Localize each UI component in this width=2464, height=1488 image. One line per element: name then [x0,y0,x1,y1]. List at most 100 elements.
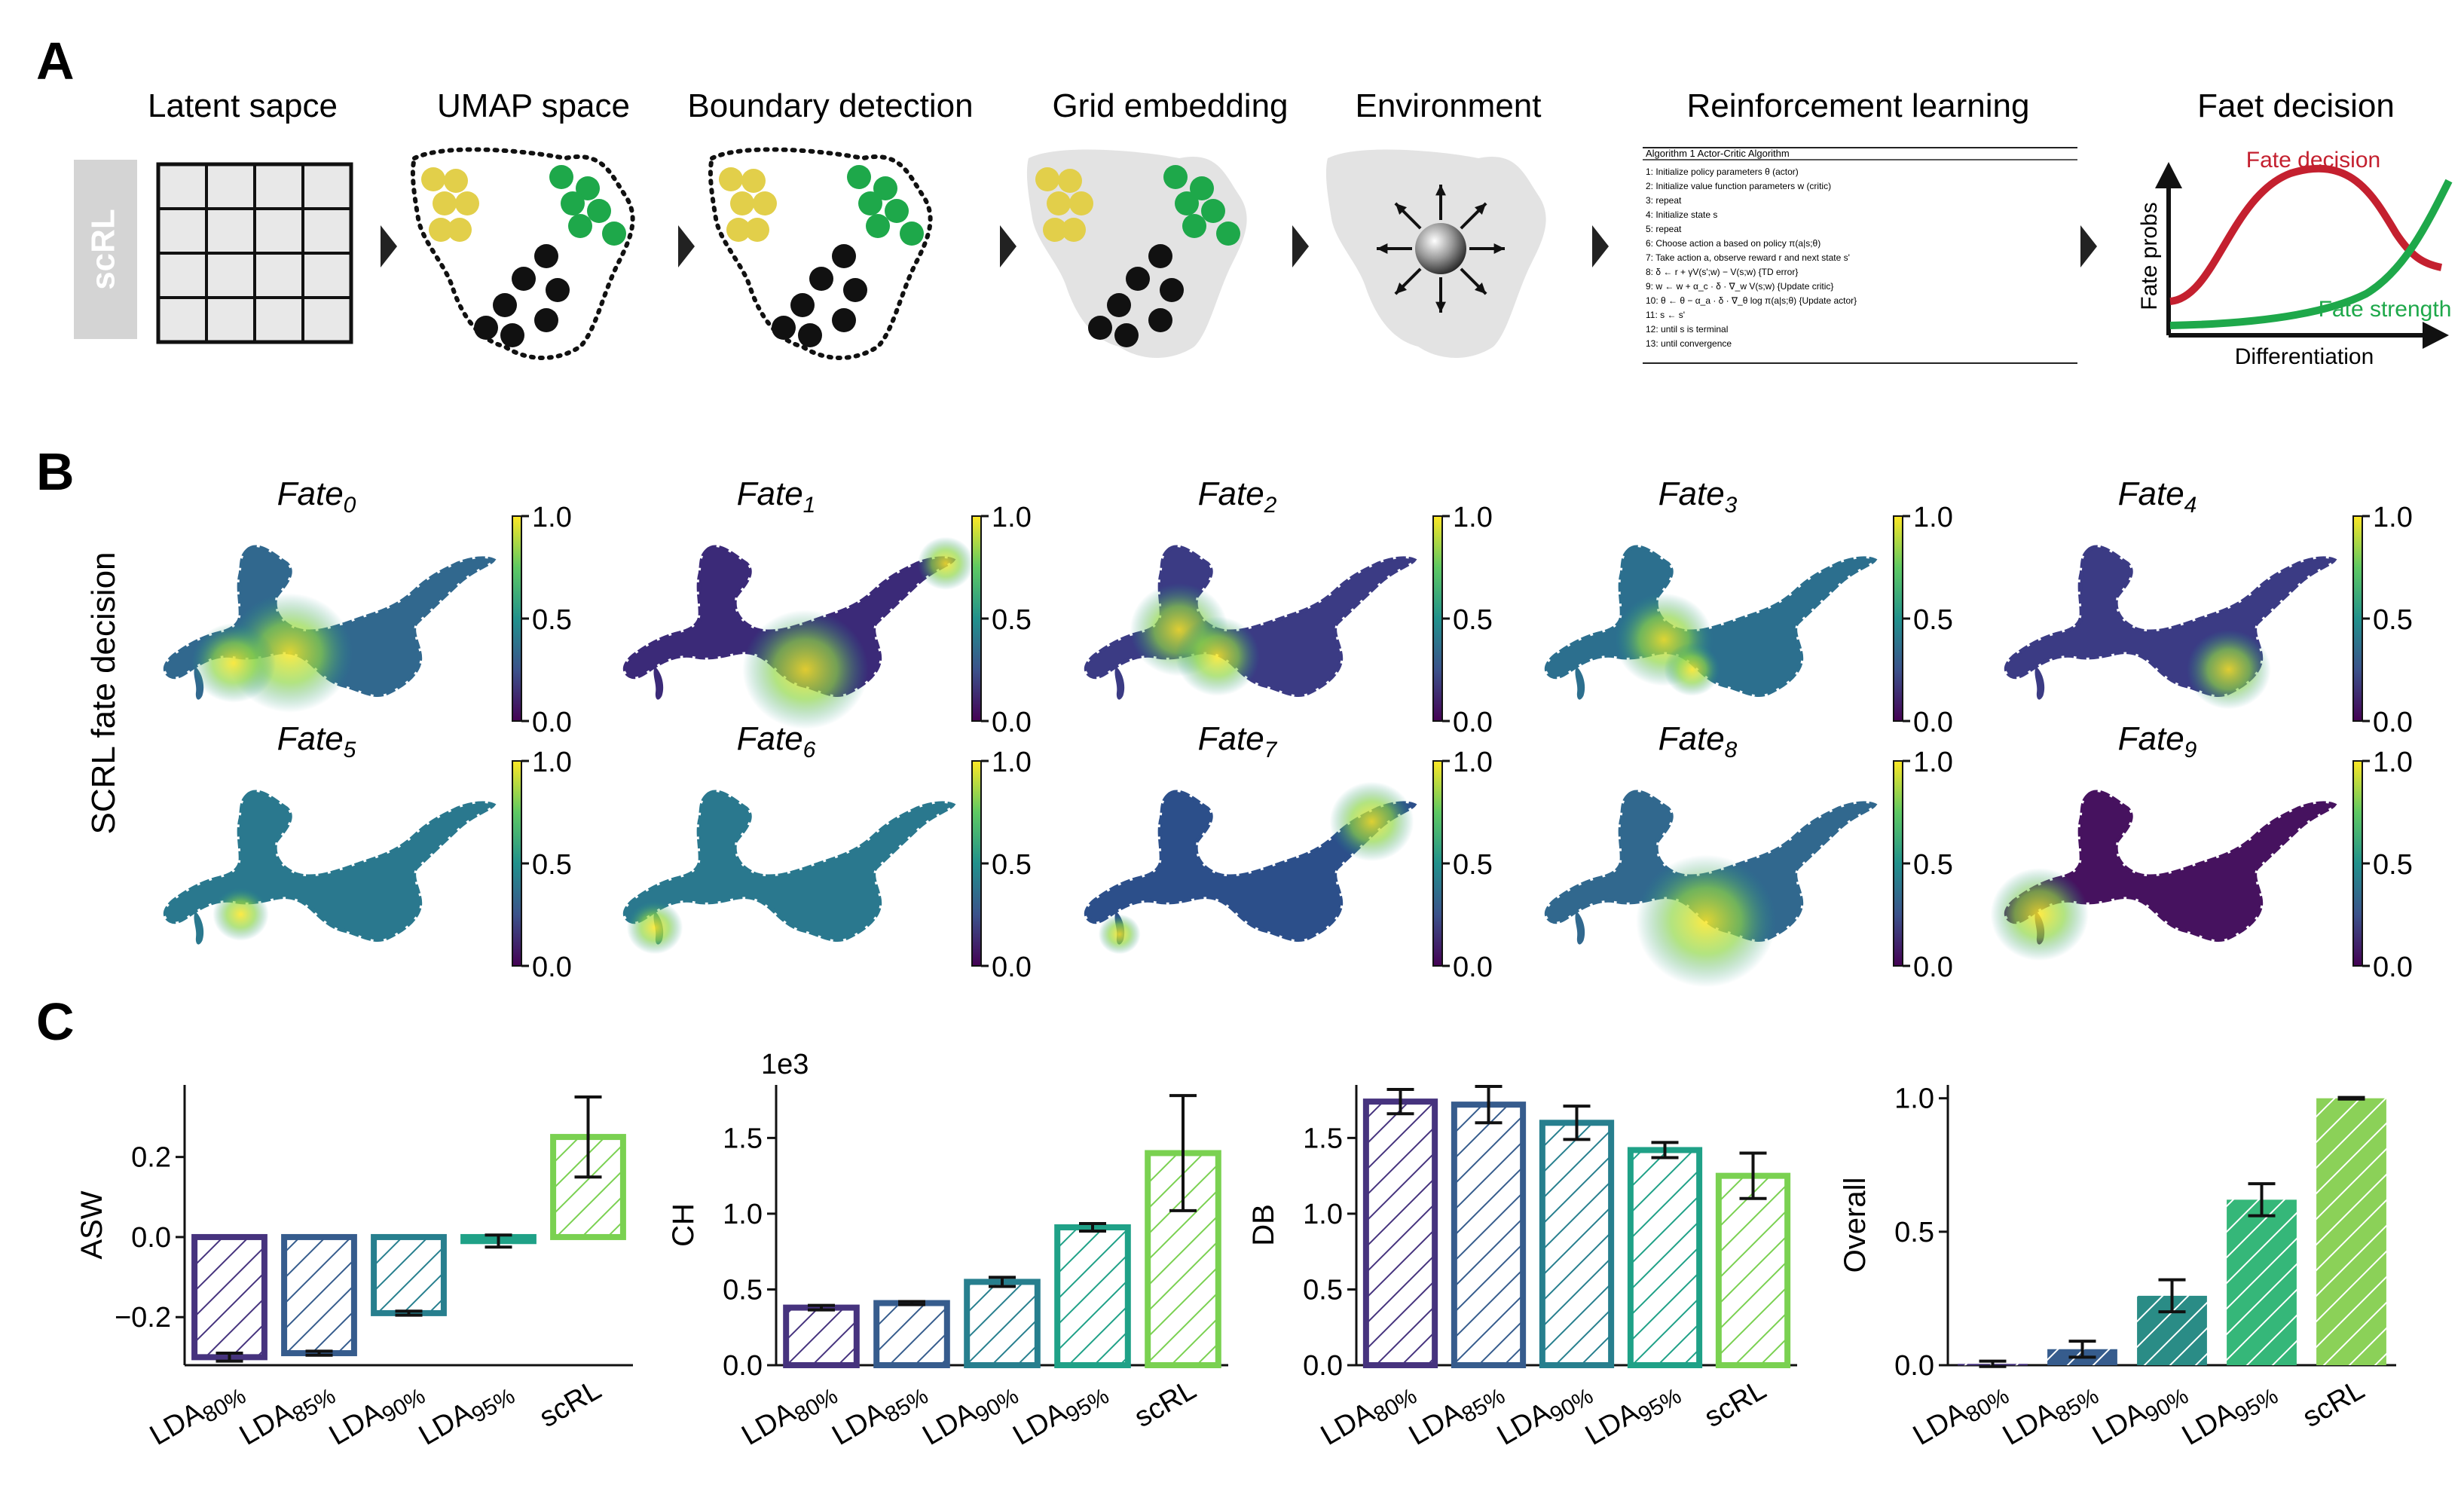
y-tick-label: 0.0 [1303,1350,1343,1382]
umap-embedding [2007,547,2334,710]
fate-hotspot [1329,781,1414,862]
flow-arrow-icon [2080,225,2097,267]
cell-dot [500,323,524,347]
cell-dot [512,267,536,291]
y-tick-label: 1.0 [1894,1083,1934,1115]
algo-title: Algorithm 1 Actor-Critic Algorithm [1646,148,1790,159]
colorbar [512,760,522,967]
cell-dot [421,167,445,191]
fate-title: Fate5 [277,720,356,762]
umap-tail [1114,666,1125,700]
cell-dot [587,199,611,223]
x-tick-label: LDA85% [234,1373,340,1456]
panel-label-c: C [36,992,75,1051]
cell-dot [873,176,897,200]
fate-title: Fate8 [1658,720,1738,762]
umap-subplot: Fate3 1.0 0.5 0.0 [1547,475,1953,738]
y-tick-label: 0.0 [131,1222,171,1254]
fate-hotspot [191,623,276,703]
cell-dot [1182,214,1206,238]
flow-arrow-icon [1000,225,1016,267]
bar-chart: 0.0 0.5 1.0 1.5 DB LDA80%LDA85%LDA90%LDA95% sc… [1247,1085,1797,1456]
bar [2316,1098,2386,1365]
algo-line: 7: Take action a, observe reward r and n… [1646,252,1850,263]
colorbar-tick-label: 0.0 [1453,952,1493,983]
bar [964,1279,1041,1368]
umap-ylabel: SCRL fate decision [85,552,122,834]
algo-line: 11: s ← s' [1646,310,1685,320]
y-tick-label: 0.5 [1303,1274,1343,1306]
cell-dot [726,218,751,242]
x-axis-arrow-icon [2423,322,2449,349]
axis-offset-label: 1e3 [761,1049,809,1080]
fate-hotspot [212,888,269,941]
algorithm-box: Algorithm 1 Actor-Critic Algorithm 1: Ini… [1643,147,2077,364]
arrowhead-icon [1377,243,1388,254]
cell-dot [1035,167,1059,191]
colorbar-tick-label: 1.0 [992,747,1032,778]
bar [1362,1098,1438,1368]
cell-dot [730,191,754,215]
x-tick-label: LDA90% [1492,1373,1597,1456]
bar-chart: 0.2 0.0 −0.2 ASW LDA80%LDA85%LDA90%LDA95% scR… [75,1085,633,1456]
fate-title: Fate4 [2118,475,2197,518]
fate-title: Fate2 [1198,475,1277,518]
cell-dot [1216,222,1240,246]
x-tick-label: LDA90% [2087,1373,2193,1456]
x-tick-label: LDA90% [324,1373,430,1456]
y-tick-label: 0.2 [131,1142,171,1174]
fate-hotspot [1098,914,1141,955]
algo-line: 9: w ← w + α_c · δ · ∇_w V(s;w) {Update … [1646,281,1833,292]
cell-dot [790,293,815,317]
algo-line: 5: repeat [1646,224,1682,234]
fate-plot-xlabel: Differentiation [2235,344,2374,369]
cell-dot [866,214,890,238]
colorbar-tick-label: 1.0 [1453,502,1493,533]
fate-hotspot [1636,854,1777,988]
colorbar-tick-label: 0.0 [1453,707,1493,738]
x-tick-label: LDA85% [1404,1373,1509,1456]
cell-dot [561,191,585,215]
umap-embedding [1990,792,2334,961]
fate-strength-curve [2169,179,2453,329]
cell-dot [858,191,882,215]
umap-cells [2007,547,2334,695]
workflow-step-title: Latent sapce [148,87,338,124]
cluster-diagram [708,147,933,360]
bar [873,1300,950,1369]
y-tick-label: −0.2 [115,1302,171,1334]
umap-embedding [625,536,974,729]
colorbar-tick-label: 1.0 [1453,747,1493,778]
umap-tail [1575,666,1585,700]
bar [783,1304,860,1369]
fate-hotspot [1175,616,1260,696]
flow-arrow-icon [1592,225,1609,267]
umap-subplot: Fate7 1.0 0.5 0.0 [1087,720,1493,983]
cell-dot [753,191,777,215]
y-tick-label: 0.5 [723,1274,763,1306]
cell-dot [474,316,498,340]
fate-title: Fate6 [737,720,816,762]
colorbar-tick-label: 0.5 [1913,849,1953,881]
umap-embedding [1547,792,1875,988]
cell-dot [448,218,472,242]
fate-hotspot [917,536,974,590]
x-tick-label: LDA95% [1007,1373,1113,1456]
cell-dot [1114,323,1139,347]
x-tick-label: LDA85% [1998,1373,2103,1456]
colorbar-tick-label: 1.0 [2373,747,2413,778]
colorbar-tick-label: 0.0 [1913,707,1953,738]
cell-dot [1062,218,1086,242]
fate-title: Fate1 [737,475,816,518]
umap-subplot: Fate0 1.0 0.5 0.0 [166,475,572,738]
boundary-outline [410,147,635,360]
colorbar-tick-label: 0.5 [992,849,1032,881]
fate-plot-ylabel: Fate probs [2137,202,2162,310]
y-tick-label: 1.5 [723,1123,763,1154]
cell-dot [745,218,769,242]
colorbar-tick-label: 0.5 [992,604,1032,636]
agent-sphere-icon [1415,223,1466,274]
cell-dot [1043,218,1067,242]
colorbar-tick-label: 1.0 [992,502,1032,533]
